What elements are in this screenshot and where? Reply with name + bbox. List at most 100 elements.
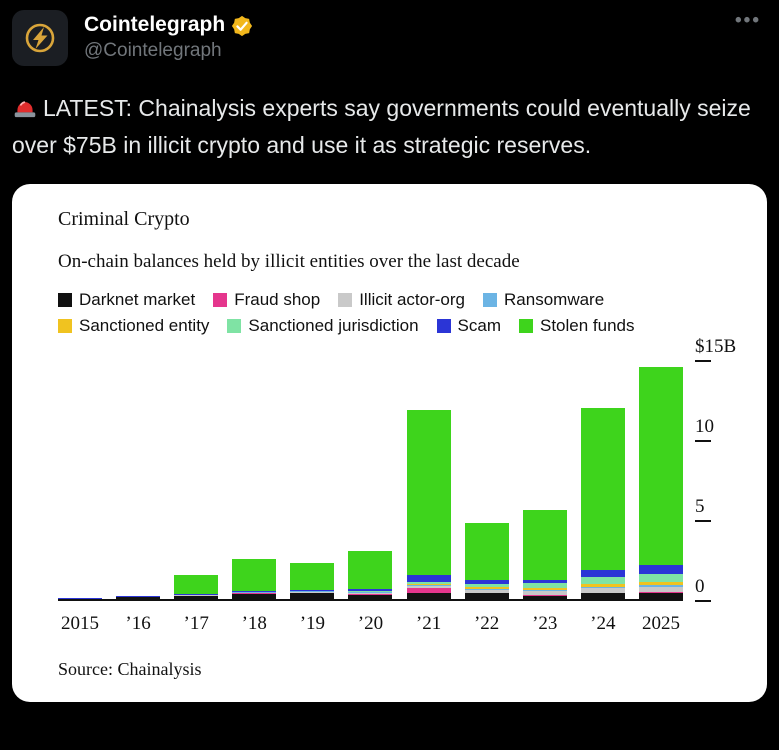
bar-22 bbox=[464, 522, 509, 599]
bar-segment bbox=[580, 586, 625, 589]
bar-segment bbox=[116, 595, 161, 597]
bar-segment bbox=[464, 592, 509, 594]
bar-segment bbox=[522, 583, 567, 589]
bar-segment bbox=[406, 409, 451, 575]
bar-segment bbox=[464, 588, 509, 591]
legend-item: Darknet market bbox=[58, 289, 195, 311]
bar-segment bbox=[638, 584, 683, 587]
y-tick bbox=[695, 440, 711, 442]
bar-20 bbox=[348, 550, 393, 599]
y-tick-label: $15B bbox=[695, 336, 737, 357]
bar-21 bbox=[406, 409, 451, 599]
x-axis-labels: 2015 ’16 ’17 ’18 ’19 ’20 ’21 ’22 ’23 ’24 2025 bbox=[58, 613, 683, 635]
bar-segment bbox=[522, 595, 567, 599]
avatar[interactable] bbox=[12, 10, 68, 66]
legend-item: Sanctioned entity bbox=[58, 315, 209, 337]
bar-segment bbox=[638, 586, 683, 593]
y-tick-label: 0 bbox=[695, 576, 705, 597]
bar-segment bbox=[522, 509, 567, 581]
gold-verified-badge-icon bbox=[231, 15, 253, 37]
legend-swatch-icon bbox=[338, 293, 353, 307]
y-tick bbox=[695, 360, 711, 362]
bar-18 bbox=[232, 558, 277, 599]
legend-label: Illicit actor-org bbox=[359, 290, 466, 309]
bar-segment bbox=[290, 593, 335, 599]
bar-segment bbox=[348, 594, 393, 595]
bar-segment bbox=[290, 591, 335, 593]
chart-card[interactable]: Criminal Crypto On-chain balances held b… bbox=[12, 184, 767, 702]
bar-segment bbox=[464, 590, 509, 593]
bar-segment bbox=[522, 591, 567, 596]
legend-label: Fraud shop bbox=[234, 290, 321, 309]
bar-segment bbox=[638, 564, 683, 574]
bar-segment bbox=[464, 587, 509, 589]
bar-segment bbox=[348, 592, 393, 595]
siren-emoji-icon bbox=[12, 94, 38, 129]
bar-segment bbox=[406, 586, 451, 588]
bar-segment bbox=[174, 595, 219, 599]
legend-swatch-icon bbox=[58, 319, 72, 333]
bar-segment bbox=[638, 366, 683, 565]
bar-segment bbox=[232, 558, 277, 591]
bar-24 bbox=[580, 408, 625, 599]
bar-segment bbox=[638, 592, 683, 599]
x-tick-label: ’24 bbox=[590, 613, 616, 634]
y-axis: $15B 10 5 0 bbox=[683, 336, 747, 602]
bar-segment bbox=[406, 581, 451, 585]
tweet-text: LATEST: Chainalysis experts say governme… bbox=[12, 92, 767, 162]
x-tick-label: 2015 bbox=[61, 613, 99, 634]
bar-segment bbox=[348, 588, 393, 592]
bar-segment bbox=[232, 590, 277, 593]
x-tick-label: ’17 bbox=[183, 613, 209, 634]
x-tick-label: ’19 bbox=[299, 613, 326, 634]
bar-segment bbox=[406, 574, 451, 582]
legend-swatch-icon bbox=[519, 319, 533, 333]
bar-segment bbox=[116, 597, 161, 599]
bar-segment bbox=[638, 581, 683, 585]
bar-segment bbox=[406, 587, 451, 593]
bar-segment bbox=[464, 580, 509, 585]
bar-17 bbox=[174, 574, 219, 599]
chart-legend: Darknet market Fraud shop Illicit actor-or… bbox=[58, 289, 698, 337]
x-tick-label: ’18 bbox=[241, 613, 267, 634]
bar-segment bbox=[406, 592, 451, 599]
chart-title: Criminal Crypto bbox=[58, 208, 190, 230]
legend-label: Ransomware bbox=[504, 290, 605, 309]
bar-segment bbox=[174, 574, 219, 594]
chart-source: Source: Chainalysis bbox=[58, 659, 202, 679]
bar-segment bbox=[464, 522, 509, 581]
bar-segment bbox=[638, 573, 683, 582]
handle[interactable]: @Cointelegraph bbox=[84, 40, 222, 61]
legend-item: Scam bbox=[436, 315, 501, 337]
legend-label: Stolen funds bbox=[540, 316, 635, 335]
legend-item: Ransomware bbox=[483, 289, 604, 311]
legend-swatch-icon bbox=[436, 319, 451, 333]
x-tick-label: ’22 bbox=[473, 613, 500, 634]
bar-2025 bbox=[638, 366, 683, 599]
bar-segment bbox=[464, 584, 509, 588]
bar-segment bbox=[348, 592, 393, 593]
x-tick-label: ’16 bbox=[125, 613, 151, 634]
name-block: Cointelegraph @Cointelegraph bbox=[84, 10, 253, 62]
bar-segment bbox=[580, 588, 625, 593]
bar-segment bbox=[290, 592, 335, 594]
bar-16 bbox=[116, 595, 161, 599]
bar-segment bbox=[174, 593, 219, 595]
bar-segment bbox=[406, 584, 451, 587]
bar-23 bbox=[522, 509, 567, 599]
bar-segment bbox=[580, 584, 625, 587]
bar-segment bbox=[406, 584, 451, 585]
legend-item: Fraud shop bbox=[213, 289, 320, 311]
bar-segment bbox=[290, 562, 335, 590]
y-tick bbox=[695, 520, 711, 522]
plot-area bbox=[58, 361, 683, 601]
more-options-button[interactable]: ••• bbox=[735, 10, 761, 31]
display-name[interactable]: Cointelegraph bbox=[84, 13, 226, 36]
chart-area: $15B 10 5 0 bbox=[58, 336, 747, 602]
legend-swatch-icon bbox=[213, 293, 228, 307]
legend-label: Scam bbox=[457, 316, 501, 335]
bar-segment bbox=[522, 589, 567, 592]
legend-item: Illicit actor-org bbox=[338, 289, 465, 311]
cointelegraph-coin-logo-icon bbox=[22, 20, 58, 56]
bar-segment bbox=[522, 580, 567, 584]
